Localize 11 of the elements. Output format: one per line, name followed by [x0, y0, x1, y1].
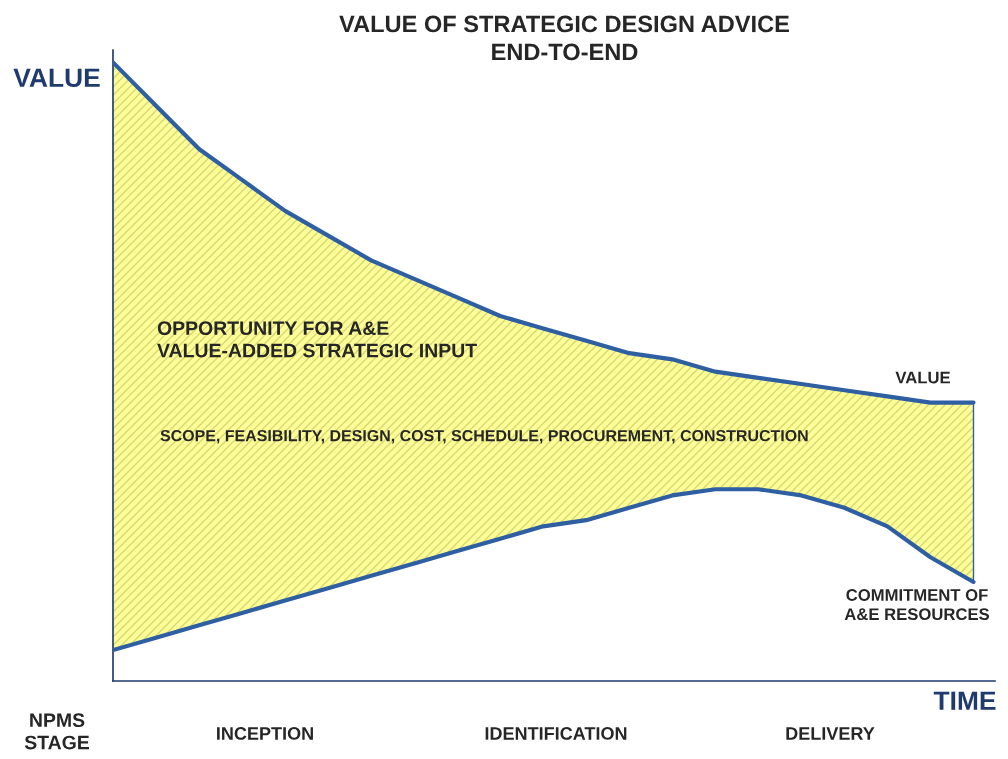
y-axis-title: VALUE	[13, 68, 100, 88]
series-label: COMMITMENT OF A&E RESOURCES	[844, 589, 990, 621]
chart-title: VALUE OF STRATEGIC DESIGN ADVICE END-TO-END	[339, 15, 789, 61]
text: IDENTIFICATION	[485, 727, 627, 740]
annotation: SCOPE, FEASIBILITY, DESIGN, COST, SCHEDULE, PROCUREMENT, CONSTRUCTION	[160, 429, 808, 444]
series-label: VALUE	[895, 371, 950, 384]
text: NPMS STAGE	[24, 713, 90, 750]
annotation: OPPORTUNITY FOR A&E VALUE-ADDED STRATEGIC INPUT	[157, 321, 477, 358]
text: INCEPTION	[217, 727, 313, 740]
text: DELIVERY	[786, 727, 875, 740]
x-axis-title: TIME	[933, 691, 996, 710]
